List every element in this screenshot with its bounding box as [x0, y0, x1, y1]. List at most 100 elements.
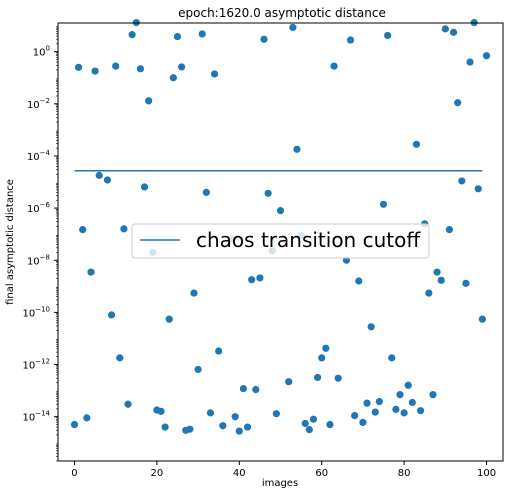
data-point	[433, 268, 441, 276]
data-point	[408, 398, 416, 407]
data-point	[87, 268, 95, 276]
data-point	[120, 225, 128, 233]
data-point	[371, 408, 379, 416]
data-point	[285, 378, 293, 386]
data-point	[235, 427, 243, 435]
data-point	[165, 315, 173, 323]
data-point	[79, 225, 87, 234]
data-point	[478, 315, 486, 323]
data-point	[178, 63, 186, 71]
data-point	[116, 354, 124, 362]
data-point	[264, 189, 272, 197]
data-point	[396, 391, 404, 399]
data-point	[173, 32, 182, 41]
data-point	[243, 423, 252, 431]
data-point	[355, 277, 363, 285]
data-point	[375, 397, 383, 406]
y-tick-label: 10−6	[27, 201, 51, 215]
data-point	[70, 420, 79, 429]
x-tick-label: 80	[398, 468, 411, 479]
data-point	[309, 415, 318, 423]
data-point	[388, 354, 396, 362]
data-point	[330, 62, 338, 70]
data-point	[392, 405, 400, 414]
data-point	[301, 419, 309, 428]
legend-box	[131, 223, 430, 259]
data-point	[169, 74, 177, 82]
y-tick-label: 10−14	[22, 410, 50, 424]
y-axis: 100 10−2 10−4 10−6 10−8 10−10 10−12 10−14	[22, 26, 58, 462]
data-point	[416, 407, 425, 415]
data-point	[75, 63, 83, 71]
y-tick-label: 10−12	[22, 358, 50, 372]
chart-title: epoch:1620.0 asymptotic distance	[178, 6, 386, 20]
data-point	[482, 52, 491, 60]
data-point	[276, 207, 285, 215]
data-point	[412, 140, 421, 148]
data-point	[124, 400, 132, 408]
data-point	[157, 407, 165, 415]
data-point	[83, 414, 91, 422]
data-point	[210, 70, 219, 78]
data-point	[334, 374, 342, 382]
data-point	[112, 62, 120, 70]
data-point	[128, 31, 136, 39]
data-point	[198, 30, 206, 38]
data-point	[239, 384, 248, 393]
y-axis-title: final asymptotic distance	[5, 179, 16, 305]
y-tick-label: 10−2	[27, 97, 50, 111]
data-point	[215, 347, 223, 355]
legend-label: chaos transition cutoff	[196, 228, 421, 252]
data-point	[449, 28, 458, 36]
data-point	[384, 31, 392, 40]
data-point	[367, 323, 375, 331]
data-point	[190, 289, 198, 297]
x-tick-label: 20	[151, 468, 164, 479]
data-point	[289, 23, 297, 32]
data-point	[318, 354, 326, 362]
data-point	[359, 418, 367, 427]
data-point	[474, 185, 482, 193]
data-point	[248, 276, 256, 284]
data-point	[462, 279, 470, 287]
data-point	[313, 373, 322, 382]
data-point	[161, 423, 169, 431]
data-point	[363, 399, 371, 407]
data-point	[107, 311, 116, 319]
x-tick-label: 100	[477, 468, 496, 479]
data-point	[206, 409, 215, 417]
data-point	[445, 225, 454, 234]
data-point	[91, 67, 99, 75]
data-point	[140, 183, 149, 191]
legend: chaos transition cutoff	[131, 223, 430, 259]
data-point	[322, 344, 330, 352]
data-point	[351, 411, 359, 420]
data-point	[400, 409, 408, 417]
data-point	[379, 200, 388, 208]
x-tick-label: 0	[71, 468, 77, 479]
y-tick-label: 10−4	[27, 149, 51, 163]
data-point	[272, 410, 280, 418]
data-point	[346, 36, 355, 44]
data-point	[404, 381, 412, 389]
data-point	[441, 25, 449, 33]
data-point	[466, 58, 474, 66]
data-point	[136, 65, 145, 73]
data-point	[186, 425, 194, 433]
x-tick-label: 60	[315, 468, 328, 479]
data-point	[305, 425, 313, 434]
x-axis-title: images	[262, 478, 298, 489]
data-point	[103, 176, 112, 184]
plot-frame	[57, 22, 504, 462]
data-point	[429, 391, 437, 399]
data-point	[293, 145, 301, 153]
data-point	[454, 99, 462, 107]
data-point	[219, 422, 227, 430]
y-tick-label: 10−10	[22, 305, 50, 319]
data-point	[437, 276, 445, 284]
data-point	[425, 289, 433, 297]
data-point	[260, 35, 268, 43]
data-point	[326, 420, 334, 429]
y-tick-label: 100	[33, 45, 50, 59]
